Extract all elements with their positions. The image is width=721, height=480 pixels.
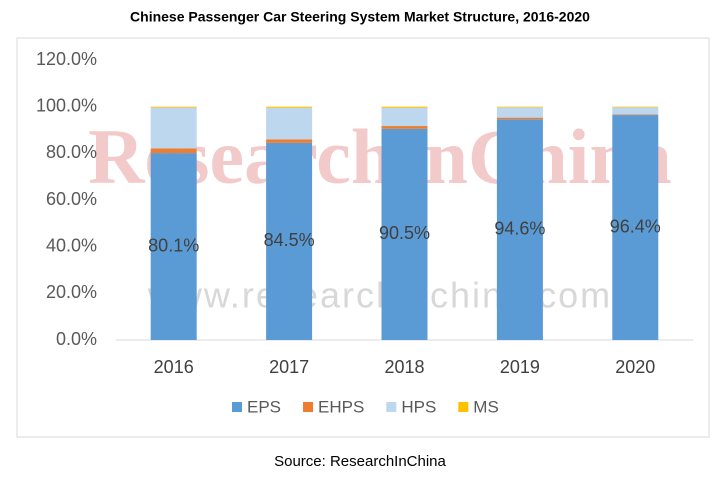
bar-segment xyxy=(496,119,543,341)
bar-segment xyxy=(150,106,197,108)
bar-segment xyxy=(266,106,313,108)
bar-segment xyxy=(150,153,197,340)
x-tick-label: 2018 xyxy=(384,357,424,377)
bar-segment xyxy=(150,107,197,149)
bar-segment xyxy=(612,107,659,115)
bar-segment xyxy=(381,107,428,127)
x-tick-label: 2016 xyxy=(154,357,194,377)
bar-segment xyxy=(496,106,543,108)
data-label: 90.5% xyxy=(379,223,430,243)
y-tick-label: 80.0% xyxy=(46,142,97,162)
bar-segment xyxy=(381,128,428,340)
legend-swatch xyxy=(458,402,469,412)
legend-swatch xyxy=(386,402,397,412)
legend-label: EHPS xyxy=(318,397,364,416)
y-tick-label: 60.0% xyxy=(46,189,97,209)
y-tick-label: 20.0% xyxy=(46,282,97,302)
x-tick-label: 2020 xyxy=(615,357,655,377)
bar-segment xyxy=(150,148,197,154)
legend-swatch xyxy=(232,402,242,412)
bar-segment xyxy=(266,142,313,340)
bar-segment xyxy=(266,139,313,143)
x-tick-label: 2019 xyxy=(500,357,540,377)
data-label: 94.6% xyxy=(494,218,545,238)
data-label: 80.1% xyxy=(148,235,199,255)
y-tick-label: 120.0% xyxy=(36,49,97,69)
chart-frame xyxy=(16,37,710,438)
chart-title: Chinese Passenger Car Steering System Ma… xyxy=(130,9,590,25)
legend-label: EPS xyxy=(247,397,281,416)
legend-label: MS xyxy=(473,397,499,416)
bar-segment xyxy=(381,106,428,108)
bar-segment xyxy=(381,126,428,129)
data-label: 96.4% xyxy=(610,216,661,236)
bar-segment xyxy=(612,106,659,108)
bar-segment xyxy=(496,117,543,120)
bar-segment xyxy=(612,115,659,340)
bar-segment xyxy=(266,107,313,140)
y-tick-label: 100.0% xyxy=(36,95,97,115)
source-note: Source: ResearchInChina xyxy=(274,453,446,470)
y-tick-label: 40.0% xyxy=(46,235,97,255)
legend-swatch xyxy=(303,402,314,412)
bar-segment xyxy=(612,114,659,116)
bar-segment xyxy=(496,107,543,118)
data-label: 84.5% xyxy=(264,230,315,250)
legend-label: HPS xyxy=(401,397,436,416)
x-tick-label: 2017 xyxy=(269,357,309,377)
y-tick-label: 0.0% xyxy=(56,329,97,349)
